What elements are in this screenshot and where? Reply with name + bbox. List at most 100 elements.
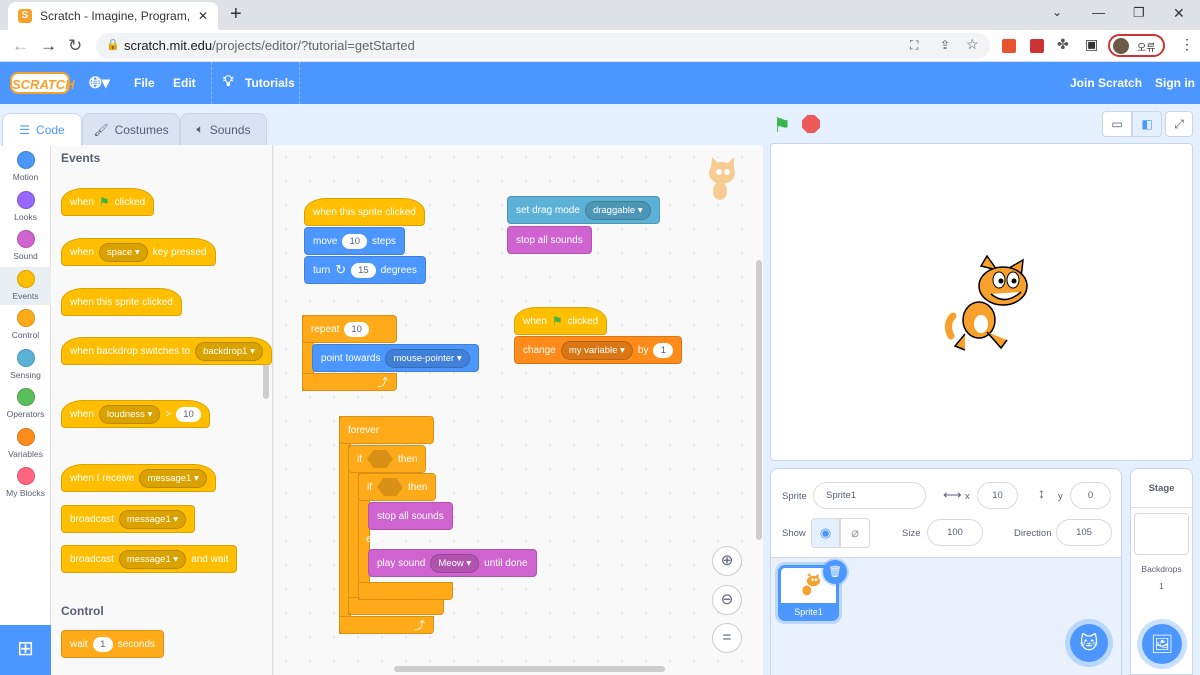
category-my-blocks[interactable]: My Blocks: [0, 464, 51, 502]
join-scratch-link[interactable]: Join Scratch: [1070, 76, 1143, 90]
events-block[interactable]: when space key pressed: [61, 228, 216, 266]
workspace-horizontal-scrollbar[interactable]: [394, 666, 665, 672]
point-towards-block[interactable]: point towards mouse-pointer: [312, 344, 479, 372]
zoom-in-button[interactable]: ⊕: [712, 546, 742, 576]
dropdown[interactable]: backdrop1: [195, 341, 263, 361]
language-globe-icon[interactable]: 🌐︎▾: [89, 75, 110, 92]
x-input[interactable]: 10: [977, 482, 1018, 509]
turn-degrees-block[interactable]: turn ↻ 15 degrees: [304, 256, 426, 284]
category-events[interactable]: Events: [0, 266, 51, 305]
if-else-block[interactable]: if then: [358, 473, 437, 501]
number-input[interactable]: 10: [342, 233, 368, 249]
stage-canvas[interactable]: [770, 143, 1193, 461]
boolean-slot[interactable]: [367, 450, 393, 468]
category-operators[interactable]: Operators: [0, 385, 51, 423]
workspace-vertical-scrollbar[interactable]: [756, 260, 762, 540]
choose-sprite-button[interactable]: 🐱︎: [1070, 624, 1108, 662]
number-input[interactable]: 10: [176, 406, 201, 422]
change-variable-block[interactable]: change my variable by 1: [514, 336, 683, 364]
play-sound-until-done-block[interactable]: play sound Meow until done: [368, 549, 537, 577]
number-input[interactable]: 10: [344, 321, 369, 337]
events-block[interactable]: when this sprite clicked: [61, 278, 182, 316]
tab-sounds[interactable]: 🔈︎ Sounds: [180, 113, 267, 146]
new-tab-icon[interactable]: +: [230, 3, 242, 25]
small-stage-button[interactable]: ▭: [1102, 111, 1132, 137]
dropdown[interactable]: space: [98, 242, 148, 262]
translate-icon[interactable]: ⛶: [910, 38, 919, 52]
repeat-block-bottom[interactable]: ⤴: [302, 373, 397, 391]
backdrop-thumbnail[interactable]: [1134, 513, 1189, 555]
normal-stage-button[interactable]: ◧: [1132, 111, 1162, 137]
show-visible-button[interactable]: ◉: [811, 518, 840, 548]
set-drag-mode-block[interactable]: set drag mode draggable: [507, 196, 660, 224]
category-control[interactable]: Control: [0, 306, 51, 344]
category-sensing[interactable]: Sensing: [0, 346, 51, 384]
stop-button[interactable]: [802, 115, 820, 133]
tab-code[interactable]: ☰ Code: [2, 113, 82, 146]
size-input[interactable]: 100: [927, 519, 983, 546]
category-variables[interactable]: Variables: [0, 425, 51, 463]
events-block[interactable]: when ⚑ clicked: [61, 178, 155, 216]
delete-sprite-trash-icon[interactable]: 🗑︎: [823, 560, 847, 584]
choose-backdrop-button[interactable]: 🖼︎: [1142, 624, 1182, 664]
maximize-icon[interactable]: ❐: [1133, 5, 1145, 20]
profile-button[interactable]: 오류: [1108, 34, 1165, 57]
category-looks[interactable]: Looks: [0, 188, 51, 226]
minimize-icon[interactable]: —: [1092, 5, 1105, 20]
dropdown[interactable]: message1: [118, 549, 187, 569]
extensions-puzzle-icon[interactable]: ✤: [1057, 36, 1069, 52]
y-input[interactable]: 0: [1070, 482, 1111, 509]
number-input[interactable]: 15: [351, 262, 376, 278]
dropdown[interactable]: message1: [139, 468, 207, 488]
add-extension-button[interactable]: ⊞: [0, 625, 51, 675]
stop-all-sounds-block[interactable]: stop all sounds: [507, 226, 592, 254]
events-block[interactable]: broadcast message1 and wait: [61, 545, 238, 573]
fullscreen-button[interactable]: ⤢: [1165, 111, 1193, 137]
tab-costumes[interactable]: 🖌︎ Costumes: [82, 113, 180, 146]
forever-block-bottom[interactable]: ⤴: [339, 616, 434, 634]
menu-tutorials[interactable]: Tutorials: [245, 76, 295, 90]
menu-edit[interactable]: Edit: [173, 76, 196, 90]
code-workspace[interactable]: ⊕ ⊖ = ⤴ ⤴ when this sprite clicked move 10 st…: [274, 145, 763, 675]
move-steps-block[interactable]: move 10 steps: [304, 227, 405, 255]
events-block[interactable]: when I receive message1: [61, 454, 216, 492]
extension-icon-2[interactable]: [1030, 39, 1044, 53]
dropdown[interactable]: mouse-pointer: [385, 348, 470, 368]
else-label[interactable]: else: [358, 530, 392, 548]
events-block[interactable]: when backdrop switches to backdrop1: [61, 327, 272, 365]
dropdown[interactable]: message1: [118, 509, 187, 529]
if-else-block-bottom[interactable]: [358, 582, 453, 600]
url-input[interactable]: 🔒 scratch.mit.edu/projects/editor/?tutor…: [96, 33, 990, 59]
browser-tab[interactable]: S Scratch - Imagine, Program, Sha ✕: [8, 2, 218, 30]
dropdown[interactable]: loudness: [98, 404, 161, 424]
side-panel-icon[interactable]: ▣: [1085, 36, 1099, 52]
tab-search-icon[interactable]: ⌄: [1052, 5, 1063, 19]
events-block[interactable]: when loudness >10: [61, 390, 210, 428]
category-motion[interactable]: Motion: [0, 148, 51, 186]
sprite-cat[interactable]: [943, 254, 1038, 354]
menu-file[interactable]: File: [134, 76, 155, 90]
dropdown[interactable]: Meow: [430, 553, 480, 573]
browser-menu-icon[interactable]: ⋮: [1180, 36, 1194, 52]
dropdown[interactable]: my variable: [560, 340, 633, 360]
boolean-slot[interactable]: [377, 478, 403, 496]
share-icon[interactable]: ⇪: [940, 38, 951, 52]
category-sound[interactable]: Sound: [0, 227, 51, 265]
repeat-block[interactable]: repeat 10: [302, 315, 397, 343]
reload-icon[interactable]: ↻: [68, 36, 83, 55]
close-tab-icon[interactable]: ✕: [197, 9, 208, 23]
forward-icon[interactable]: →: [40, 36, 57, 55]
palette-scrollbar[interactable]: [263, 363, 269, 399]
sign-in-link[interactable]: Sign in: [1155, 76, 1195, 90]
sprite-name-input[interactable]: Sprite1: [813, 482, 926, 509]
number-input[interactable]: 1: [92, 636, 113, 652]
control-block[interactable]: wait 1 seconds: [61, 630, 165, 658]
zoom-reset-button[interactable]: =: [712, 623, 742, 653]
close-window-icon[interactable]: ✕: [1173, 5, 1185, 21]
scratch-logo[interactable]: SCRATCH: [10, 72, 75, 94]
zoom-out-button[interactable]: ⊖: [712, 585, 742, 615]
stop-all-sounds-block[interactable]: stop all sounds: [368, 502, 453, 530]
direction-input[interactable]: 105: [1056, 519, 1112, 546]
dropdown[interactable]: draggable: [584, 200, 651, 220]
bookmark-star-icon[interactable]: ☆: [966, 36, 979, 52]
